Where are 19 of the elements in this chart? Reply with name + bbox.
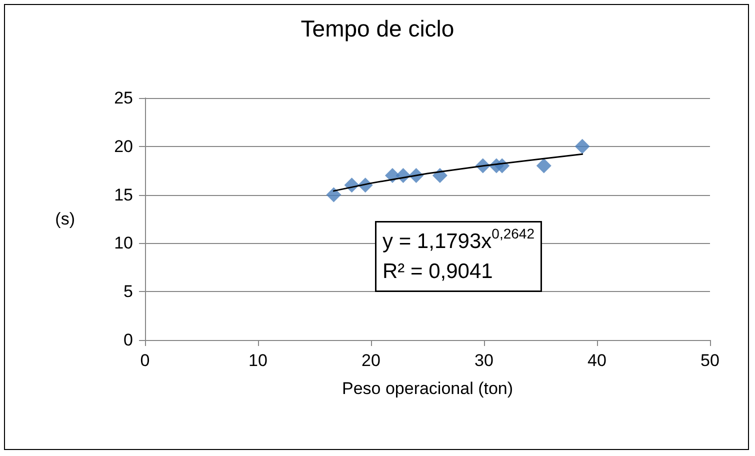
y-tick-label: 0 [124,330,133,350]
y-tick-label: 5 [124,282,133,302]
chart-title: Tempo de ciclo [300,16,454,42]
annotation: R² = 0,9041 [382,260,493,283]
x-tick-label: 40 [588,351,606,370]
y-tick-label: 25 [114,88,133,108]
x-tick-label: 0 [140,351,150,370]
x-tick-label: 50 [700,351,720,370]
y-tick-label: 10 [114,234,133,253]
x-tick-label: 10 [248,351,268,370]
x-tick-label: 30 [474,351,494,370]
point [574,138,590,154]
y-tick-label: 20 [114,136,133,156]
x-tick-label: 20 [362,351,380,370]
y-axis-title: (s) [55,210,75,228]
x-axis-title: Peso operacional (ton) [342,379,514,398]
y-tick-label: 15 [114,185,133,204]
point [536,158,552,174]
point [326,187,342,202]
